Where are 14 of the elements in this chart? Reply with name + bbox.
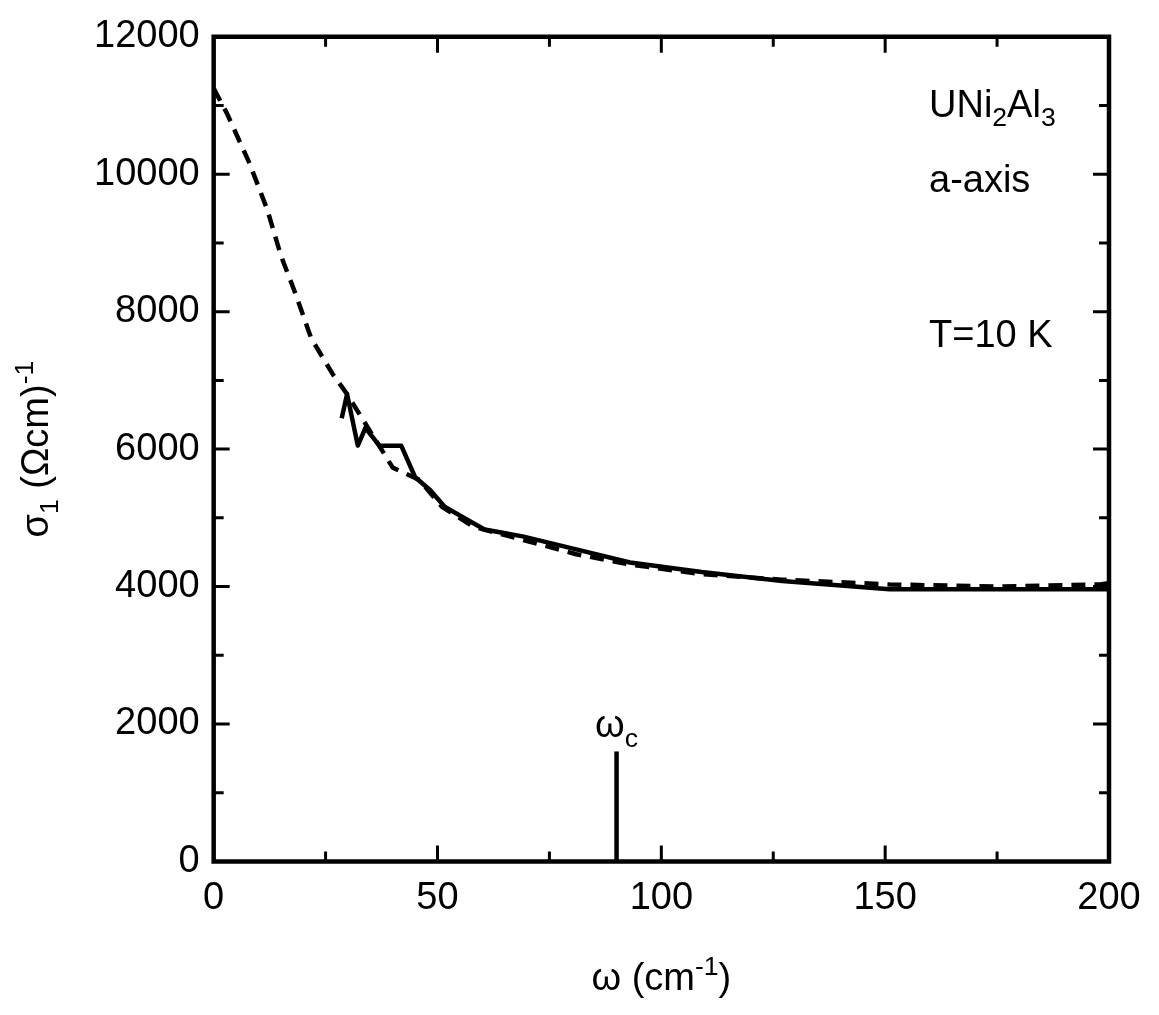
y-tick-label: 10000 (94, 150, 200, 193)
y-tick-label: 4000 (115, 563, 200, 606)
x-tick-label: 200 (1077, 874, 1141, 917)
y-tick-label: 6000 (115, 425, 200, 468)
x-tick-label: 100 (629, 874, 694, 917)
annotation: a-axis (929, 157, 1031, 200)
y-tick-label: 8000 (115, 288, 200, 331)
annotation: T=10 K (929, 312, 1053, 355)
y-tick-label: 0 (178, 837, 200, 880)
x-tick-label: 150 (853, 874, 917, 917)
y-axis-title: σ1 (Ωcm)-1 (8, 360, 64, 538)
x-tick-label: 50 (416, 874, 459, 917)
y-tick-label: 2000 (115, 700, 200, 743)
y-tick-label: 12000 (94, 13, 200, 56)
